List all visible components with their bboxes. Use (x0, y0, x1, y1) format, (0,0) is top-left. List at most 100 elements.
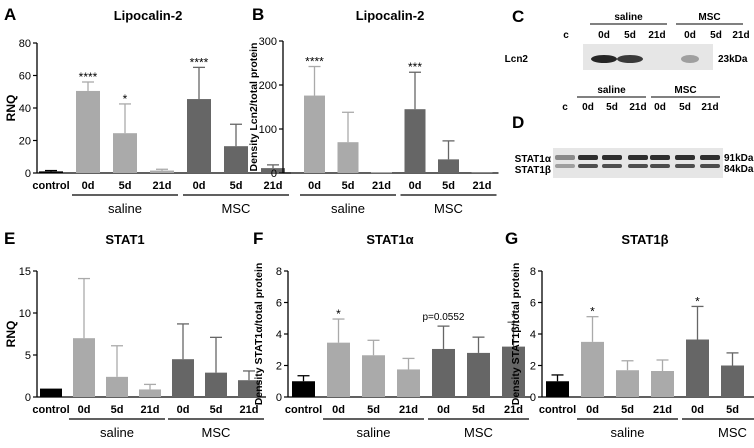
significance-label: *** (408, 60, 422, 74)
x-tick-label: 0d (308, 180, 321, 192)
significance-label: * (123, 92, 128, 106)
lane-label: 21d (701, 102, 718, 113)
group-label: saline (611, 425, 645, 440)
significance-label: **** (305, 55, 324, 69)
group-label: saline (331, 201, 365, 216)
x-tick-label: 5d (210, 404, 223, 416)
x-tick-label: 21d (264, 180, 283, 192)
x-tick-label: 21d (240, 404, 259, 416)
lane-label: 21d (629, 102, 646, 113)
lane-label: 5d (624, 30, 636, 41)
y-tick-label: 0 (530, 392, 536, 404)
bar (686, 339, 709, 397)
y-tick-label: 2 (530, 361, 536, 373)
x-tick-label: 21d (141, 404, 160, 416)
bar (371, 172, 392, 174)
x-tick-label: 21d (153, 180, 172, 192)
chart-panel-A: A Lipocalin-2 0 20 40 60 80 RNQ control **** 0d * 5d… (4, 5, 291, 216)
group-label: saline (357, 425, 391, 440)
chart-title: Lipocalin-2 (114, 8, 183, 23)
group-label: MSC (674, 85, 696, 96)
y-axis-label: Density STAT1β/total protein (510, 263, 522, 406)
blot-band (681, 55, 699, 63)
chart-title: STAT1α (366, 232, 413, 247)
x-tick-label: 0d (78, 404, 91, 416)
chart-panel-E: E STAT1 0 5 10 15 RNQ control 0d 5d 21d 0d 5d 21d sali… (4, 229, 266, 440)
group-label: saline (108, 201, 142, 216)
chart-title: STAT1β (621, 232, 668, 247)
y-tick-label: 2 (276, 361, 282, 373)
significance-label: * (695, 294, 700, 308)
x-tick-label: 5d (621, 404, 634, 416)
bar (397, 369, 420, 397)
x-tick-label: 0d (82, 180, 95, 192)
blot-band (628, 155, 648, 160)
x-tick-label: control (32, 180, 69, 192)
x-tick-label: 5d (230, 180, 243, 192)
blot-band (555, 155, 575, 160)
bar (106, 376, 128, 397)
bar (337, 142, 359, 173)
lane-label: c (562, 102, 568, 113)
bar (616, 370, 639, 397)
size-label: 84kDa (724, 164, 754, 175)
y-tick-label: 5 (25, 350, 31, 362)
y-tick-label: 10 (19, 308, 31, 320)
x-tick-label: 0d (586, 404, 599, 416)
y-axis-label: RNQ (4, 321, 18, 348)
y-tick-label: 6 (530, 298, 536, 310)
x-tick-label: 5d (111, 404, 124, 416)
y-tick-label: 20 (19, 136, 31, 148)
y-tick-label: 4 (530, 329, 536, 341)
y-tick-label: 6 (276, 298, 282, 310)
significance-label: * (336, 307, 341, 321)
lane-label: 0d (684, 30, 696, 41)
significance-label: p=0.0552 (423, 312, 465, 323)
bar (502, 346, 525, 397)
panel-letter: D (512, 113, 524, 132)
bar (73, 338, 95, 397)
bar (172, 359, 194, 397)
lane-label: c (563, 30, 569, 41)
lane-label: 21d (732, 30, 749, 41)
y-tick-label: 0 (271, 168, 277, 180)
panel-letter: F (253, 229, 263, 248)
x-tick-label: 0d (193, 180, 206, 192)
bar (39, 171, 63, 173)
x-tick-label: 21d (399, 404, 418, 416)
bar (651, 371, 674, 397)
bar (362, 355, 385, 397)
y-tick-label: 60 (19, 71, 31, 83)
y-tick-label: 0 (25, 392, 31, 404)
row-label: STAT1α (515, 154, 552, 165)
panel-letter: B (252, 5, 264, 24)
bar (187, 99, 211, 173)
bar (304, 95, 325, 173)
significance-label: * (511, 310, 516, 324)
blot-band (602, 155, 622, 160)
group-label: saline (614, 12, 643, 23)
chart-title: Lipocalin-2 (356, 8, 425, 23)
blot-band (617, 55, 643, 63)
bar (139, 389, 161, 397)
y-tick-label: 300 (259, 36, 277, 48)
x-tick-label: 0d (177, 404, 190, 416)
y-tick-label: 15 (19, 266, 31, 278)
x-tick-label: 21d (653, 404, 672, 416)
blot-band (628, 164, 648, 168)
x-tick-label: 0d (409, 180, 422, 192)
lane-label: 0d (654, 102, 666, 113)
blot-band (555, 164, 575, 168)
lane-label: 5d (606, 102, 618, 113)
bar (292, 381, 315, 397)
bar (438, 159, 459, 173)
y-tick-label: 4 (276, 329, 282, 341)
blot-band (700, 164, 720, 168)
bar (76, 90, 100, 173)
blot-band (591, 55, 617, 63)
blot-band (602, 164, 622, 168)
bar (205, 372, 227, 397)
lane-label: 21d (648, 30, 665, 41)
blot-band (700, 155, 720, 160)
